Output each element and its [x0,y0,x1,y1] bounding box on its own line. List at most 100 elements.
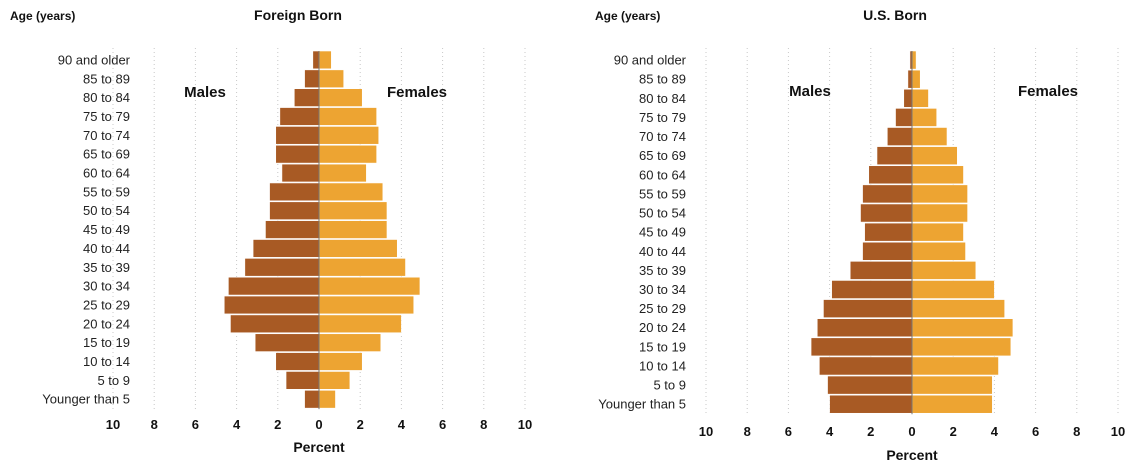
us-born-tick-label: 0 [908,424,915,439]
foreign-born-age-label: 15 to 19 [83,335,130,350]
us-born-male-bar [810,337,913,357]
us-born-age-label: 80 to 84 [639,91,686,106]
us-born-female-bar [911,165,964,185]
foreign-born-age-label: Younger than 5 [42,392,130,407]
foreign-born-male-bar [230,314,320,334]
foreign-born-female-bar [318,201,388,220]
us-born-male-bar [862,184,913,204]
us-born-tick-label: 8 [1073,424,1080,439]
us-born-tick-label: 10 [699,424,713,439]
us-born-age-label: 5 to 9 [653,378,686,393]
foreign-born-female-bar [318,69,345,88]
foreign-born-age-header: Age (years) [10,9,75,23]
us-born-age-label: 65 to 69 [639,148,686,163]
foreign-born-male-bar [312,50,320,70]
us-born-female-bar [911,222,964,242]
us-born-age-header: Age (years) [595,9,660,23]
us-born-tick-label: 10 [1111,424,1125,439]
foreign-born-female-bar [318,352,363,371]
foreign-born-age-label: 10 to 14 [83,354,130,369]
foreign-born-female-bar [318,88,363,107]
us-born-age-label: 30 to 34 [639,282,686,297]
foreign-born-female-bar [318,144,377,164]
us-born-female-bar [911,337,1012,357]
us-born-female-bar [911,69,921,89]
us-born-tick-label: 8 [744,424,751,439]
foreign-born-age-label: 85 to 89 [83,71,130,86]
foreign-born-females-label: Females [387,84,447,101]
foreign-born-age-label: 80 to 84 [83,90,130,105]
us-born-female-bar [911,356,999,376]
foreign-born-male-bar [254,333,320,352]
us-born-age-label: 35 to 39 [639,263,686,278]
us-born-age-label: 85 to 89 [639,72,686,87]
us-born-female-bar [911,88,929,108]
us-born-male-bar [864,222,913,242]
foreign-born-male-bar [281,163,320,183]
foreign-born-male-bar [279,107,320,126]
us-born-female-bar [911,203,968,223]
us-born-age-label: 10 to 14 [639,358,686,373]
us-born-age-label: 40 to 44 [639,244,686,259]
foreign-born-tick-label: 2 [357,417,364,432]
foreign-born-age-label: 25 to 29 [83,297,130,312]
foreign-born-tick-label: 4 [398,417,406,432]
foreign-born-tick-label: 8 [151,417,158,432]
foreign-born-female-bar [318,333,382,352]
us-born-age-label: 70 to 74 [639,129,686,144]
us-born-female-bar [911,184,968,204]
us-born-male-bar [827,375,913,395]
foreign-born-x-axis-label: Percent [293,439,345,455]
foreign-born-female-bar [318,371,351,390]
us-born-tick-label: 4 [991,424,999,439]
foreign-born-age-label: 75 to 79 [83,109,130,124]
foreign-born-female-bar [318,163,367,183]
foreign-born-male-bar [269,201,320,220]
us-born-female-bar [911,375,993,395]
us-born-males-label: Males [789,83,831,100]
us-born-age-label: 50 to 54 [639,206,686,221]
us-born-tick-label: 2 [867,424,874,439]
foreign-born-female-bar [318,182,384,202]
foreign-born-tick-label: 6 [439,417,446,432]
us-born-age-label: 55 to 59 [639,186,686,201]
foreign-born-male-bar [244,258,320,277]
foreign-born-female-bar [318,295,415,315]
foreign-born-female-bar [318,107,377,126]
foreign-born-female-bar [318,239,398,258]
foreign-born-age-label: 45 to 49 [83,222,130,237]
foreign-born-tick-label: 4 [233,417,241,432]
foreign-born-male-bar [285,371,320,390]
foreign-born-tick-label: 6 [192,417,199,432]
foreign-born-male-bar [269,182,320,202]
foreign-born-male-bar [223,295,320,315]
us-born-age-label: 60 to 64 [639,167,686,182]
foreign-born-age-label: 60 to 64 [83,166,130,181]
foreign-born-tick-label: 10 [106,417,120,432]
foreign-born-female-bar [318,258,406,277]
us-born-male-bar [849,261,913,280]
foreign-born-age-label: 20 to 24 [83,316,130,331]
foreign-born-male-bar [228,276,320,296]
foreign-born-male-bar [275,126,320,145]
us-born-male-bar [907,69,913,89]
foreign-born-tick-label: 10 [518,417,532,432]
foreign-born-male-bar [304,69,320,88]
foreign-born-female-bar [318,220,388,239]
foreign-born-male-bar [304,389,320,409]
us-born-male-bar [862,241,913,261]
foreign-born-female-bar [318,389,336,409]
foreign-born-tick-label: 0 [315,417,322,432]
foreign-born-male-bar [275,144,320,164]
us-born-age-label: 20 to 24 [639,320,686,335]
foreign-born-age-label: 50 to 54 [83,203,130,218]
us-born-female-bar [911,261,977,280]
foreign-born-age-label: 40 to 44 [83,241,130,256]
us-born-female-bar [911,108,938,127]
foreign-born-age-label: 35 to 39 [83,260,130,275]
us-born-female-bar [911,394,993,414]
foreign-born-female-bar [318,276,421,296]
us-born-male-bar [895,108,913,127]
us-born-female-bar [911,318,1014,338]
